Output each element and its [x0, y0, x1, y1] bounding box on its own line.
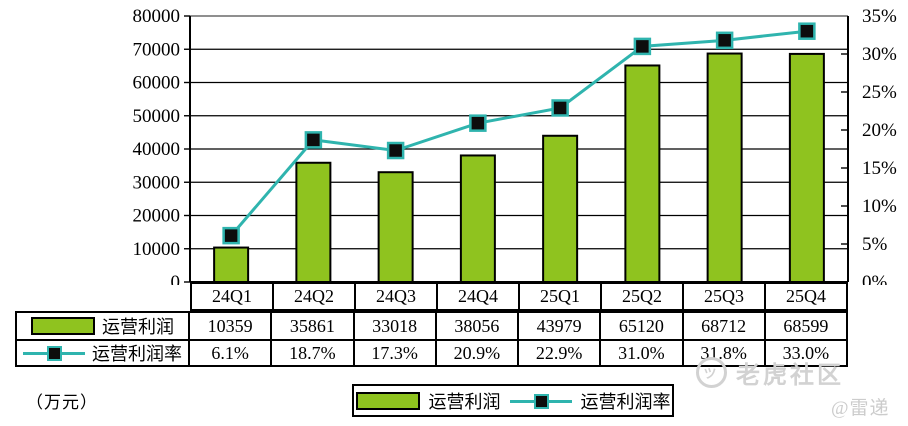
- svg-text:30%: 30%: [862, 44, 897, 65]
- table-value-cell: 18.7%: [272, 341, 355, 365]
- table-row: 运营利润 10359 35861 33018 38056 43979 65120 68712 6…: [17, 313, 846, 339]
- svg-text:25%: 25%: [862, 82, 897, 103]
- table-row: 运营利润率 6.1% 18.7% 17.3% 20.9% 22.9% 31.0% 31.8% 3…: [17, 339, 846, 365]
- watermark-brand: ツ 老虎社区: [696, 355, 844, 390]
- legend-bar-label: 运营利润: [428, 391, 501, 412]
- category-cell: 25Q4: [766, 282, 848, 309]
- category-cell: 24Q1: [190, 282, 274, 309]
- legend-line-label: 运营利润率: [580, 391, 671, 412]
- table-value-cell: 35861: [272, 313, 355, 339]
- table-value-cell: 33.0%: [782, 342, 830, 363]
- table-value-cell: 38056: [437, 313, 519, 339]
- legend-line-swatch: [509, 393, 572, 409]
- table-value-cell: 65120: [601, 313, 684, 339]
- legend-bar-swatch: [355, 391, 420, 410]
- tiger-community-logo-icon: ツ: [696, 357, 727, 388]
- combo-bar-line-chart: 0 10000 20000 30000 40000 50000 60000 70000 8000…: [133, 6, 898, 293]
- svg-text:10000: 10000: [133, 239, 181, 260]
- svg-text:80000: 80000: [133, 6, 181, 27]
- table-value-cell: 20.9%: [437, 341, 519, 365]
- table-value-cell: 31.0%: [601, 341, 684, 365]
- bar-swatch-icon: [31, 317, 95, 335]
- table-value-cell: 33018: [355, 313, 437, 339]
- svg-text:15%: 15%: [862, 158, 897, 179]
- category-cell: 24Q2: [274, 282, 356, 309]
- table-value-cell: 22.9%: [519, 341, 602, 365]
- series-label: 运营利润率: [92, 344, 182, 364]
- table-value-cell: 10359: [190, 313, 273, 339]
- svg-text:20%: 20%: [862, 120, 897, 141]
- category-cell: 24Q4: [438, 282, 520, 309]
- category-cell: 25Q2: [602, 282, 684, 309]
- line-marker-swatch-icon: [23, 345, 85, 361]
- svg-text:35%: 35%: [862, 6, 897, 27]
- svg-text:70000: 70000: [133, 39, 181, 60]
- svg-text:40000: 40000: [133, 139, 181, 160]
- svg-text:30000: 30000: [133, 172, 181, 193]
- category-cell: 25Q1: [520, 282, 602, 309]
- table-value-cell: 68712: [684, 313, 766, 339]
- svg-text:0%: 0%: [862, 272, 888, 285]
- series-key-cell: 运营利润: [17, 313, 190, 339]
- data-table: 运营利润 10359 35861 33018 38056 43979 65120 68712 6…: [15, 311, 848, 367]
- table-value-cell: 17.3%: [355, 341, 437, 365]
- series-key-cell: 运营利润率: [17, 341, 190, 365]
- category-cell: 24Q3: [356, 282, 438, 309]
- table-value-cell: 43979: [519, 313, 602, 339]
- unit-label: （万元）: [26, 393, 98, 412]
- watermark-handle: @雷递: [831, 398, 890, 419]
- series-label: 运营利润: [102, 317, 174, 337]
- chart-legend: 运营利润 运营利润率: [352, 384, 674, 417]
- table-category-row: 24Q1 24Q2 24Q3 24Q4 25Q1 25Q2 25Q3 25Q4: [190, 282, 848, 311]
- svg-text:0: 0: [171, 272, 181, 285]
- svg-text:5%: 5%: [862, 234, 888, 255]
- table-value-cell: 68599: [783, 315, 829, 336]
- svg-text:50000: 50000: [133, 106, 181, 127]
- category-cell: 25Q3: [684, 282, 766, 309]
- svg-text:10%: 10%: [862, 196, 897, 217]
- svg-text:60000: 60000: [133, 73, 181, 94]
- square-marker-icon: [533, 393, 549, 409]
- watermark-brand-text: 老虎社区: [736, 363, 844, 389]
- table-value-cell: 6.1%: [190, 341, 273, 365]
- svg-text:20000: 20000: [133, 206, 181, 227]
